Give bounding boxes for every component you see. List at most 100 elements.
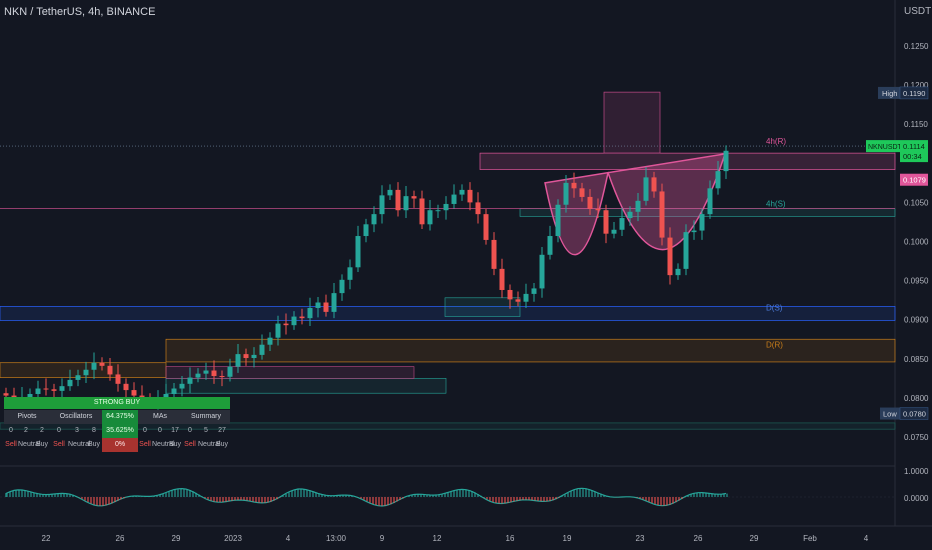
oscillator-bar bbox=[117, 497, 119, 501]
oscillator-bar bbox=[588, 489, 590, 497]
candle-body bbox=[283, 323, 289, 326]
oscillator-bar bbox=[675, 497, 677, 503]
y-tick-label: 0.0850 bbox=[904, 355, 929, 364]
oscillator-bar bbox=[177, 488, 179, 497]
candle-body bbox=[667, 237, 673, 276]
oscillator-bar bbox=[342, 495, 344, 497]
oscillator-bar bbox=[327, 495, 329, 497]
oscillator-bar bbox=[135, 495, 137, 497]
oscillator-bar bbox=[345, 495, 347, 497]
candle-body bbox=[211, 370, 217, 377]
ta-count: 0 bbox=[158, 427, 162, 434]
oscillator-bar bbox=[549, 497, 551, 501]
candle-body bbox=[323, 302, 329, 312]
oscillator-bar bbox=[510, 497, 512, 503]
oscillator-bar bbox=[60, 493, 62, 497]
low-badge bbox=[880, 407, 900, 420]
x-tick-label: 29 bbox=[750, 534, 759, 543]
oscillator-bar bbox=[282, 495, 284, 497]
oscillator-bar bbox=[318, 493, 320, 497]
oscillator-bar bbox=[420, 494, 422, 497]
ta-signal-label: Sell bbox=[5, 441, 17, 448]
candle-body bbox=[187, 377, 193, 384]
oscillator-bar bbox=[147, 496, 149, 497]
osc-tick-1: 1.0000 bbox=[904, 467, 929, 476]
oscillator-bar bbox=[459, 489, 461, 497]
candle-body bbox=[491, 239, 497, 269]
oscillator-bar bbox=[153, 496, 155, 497]
ta-signal-label: Neutral bbox=[18, 441, 41, 448]
oscillator-bar bbox=[207, 497, 209, 500]
strong-buy-banner: STRONG BUY bbox=[4, 397, 230, 409]
supply-box-lower bbox=[165, 366, 415, 379]
oscillator-bar bbox=[708, 493, 710, 497]
candle-body bbox=[547, 236, 553, 255]
oscillator-bar bbox=[384, 497, 386, 506]
oscillator-bar bbox=[726, 493, 728, 497]
oscillator-bar bbox=[687, 495, 689, 497]
oscillator-bar bbox=[600, 493, 602, 497]
summary-header: Summary bbox=[182, 410, 230, 424]
oscillator-bar bbox=[276, 497, 278, 500]
oscillator-bar bbox=[402, 497, 404, 499]
oscillator-bar bbox=[306, 489, 308, 497]
oscillator-bar bbox=[465, 489, 467, 497]
oscillator-bar bbox=[261, 497, 263, 503]
oscillator-bar bbox=[168, 491, 170, 497]
oscillator-bar bbox=[336, 495, 338, 497]
low-value-badge bbox=[899, 407, 929, 420]
oscillator-bar bbox=[228, 497, 230, 502]
oscillator-bar bbox=[36, 493, 38, 497]
candle-body bbox=[683, 232, 689, 269]
candle-body bbox=[307, 307, 313, 319]
candle-body bbox=[131, 390, 137, 396]
candle-body bbox=[83, 369, 89, 376]
oscillator-bar bbox=[18, 489, 20, 497]
candle-body bbox=[571, 182, 577, 189]
ta-signal-label: Buy bbox=[168, 441, 182, 448]
oscillator-bar bbox=[678, 497, 680, 501]
oscillator-bar bbox=[213, 497, 215, 502]
level-label-4hr: 4h(R) bbox=[766, 137, 786, 146]
oscillator-bar bbox=[666, 497, 668, 506]
candle-body bbox=[315, 302, 321, 308]
oscillator-bar bbox=[669, 497, 671, 505]
oscillator-bar bbox=[195, 492, 197, 497]
x-tick-label: 4 bbox=[286, 534, 291, 543]
candle-body bbox=[699, 214, 705, 231]
oscillator-bar bbox=[555, 497, 557, 500]
candle-body bbox=[563, 182, 569, 205]
oscillator-bar bbox=[441, 494, 443, 497]
candle-body bbox=[387, 189, 393, 196]
candle-body bbox=[347, 267, 353, 280]
oscillator-bar bbox=[690, 494, 692, 497]
ta-signal-label: Neutral bbox=[152, 441, 175, 448]
ta-count: 3 bbox=[75, 427, 79, 434]
oscillator-bar bbox=[546, 497, 548, 502]
candle-body bbox=[99, 362, 105, 366]
oscillator-bar bbox=[435, 495, 437, 497]
x-tick-label: 13:00 bbox=[326, 534, 347, 543]
candle-body bbox=[371, 214, 377, 225]
candle-body bbox=[267, 337, 273, 345]
candle-body bbox=[499, 268, 505, 290]
oscillator-bar bbox=[201, 496, 203, 497]
oscillator-bar bbox=[381, 497, 383, 506]
candle-body bbox=[595, 208, 601, 211]
oscillator-bar bbox=[399, 497, 401, 500]
candle-body bbox=[419, 198, 425, 225]
candle-body bbox=[75, 375, 81, 380]
candle-body bbox=[555, 204, 561, 237]
y-tick-label: 0.0950 bbox=[904, 277, 929, 286]
oscillator-bar bbox=[537, 497, 539, 501]
candle-body bbox=[91, 362, 97, 370]
oscillator-bar bbox=[165, 492, 167, 497]
oscillator-bar bbox=[513, 497, 515, 502]
oscillator-bar bbox=[432, 495, 434, 497]
candle-body bbox=[203, 370, 209, 374]
oscillator-bar bbox=[192, 491, 194, 497]
ta-signal-label: Sell bbox=[139, 441, 151, 448]
ta-count: 0 bbox=[143, 427, 147, 434]
oscillator-bar bbox=[390, 497, 392, 505]
